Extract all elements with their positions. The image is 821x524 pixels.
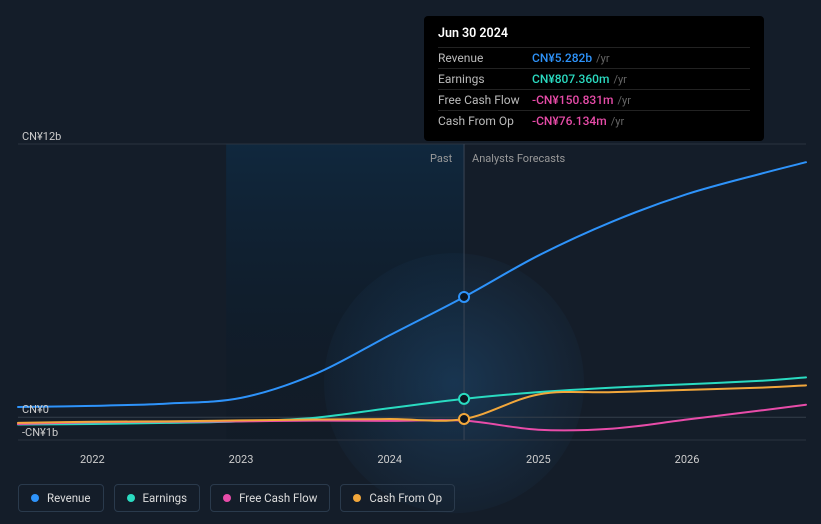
legend-swatch: [223, 494, 231, 502]
tooltip-row: Free Cash Flow-CN¥150.831m/yr: [438, 89, 750, 110]
tooltip-row-label: Free Cash Flow: [438, 93, 532, 107]
legend-swatch: [31, 494, 39, 502]
tooltip-row-unit: /yr: [618, 94, 631, 107]
forecast-region-label: Analysts Forecasts: [472, 152, 565, 165]
x-tick-label: 2024: [377, 453, 402, 466]
y-tick-label: CN¥0: [22, 403, 49, 416]
legend-label: Earnings: [143, 491, 188, 505]
forecast-chart: CN¥12b CN¥0 -CN¥1b 2022 2023 2024 2025 2026 Pa…: [0, 0, 821, 524]
legend-label: Cash From Op: [369, 491, 442, 505]
tooltip-row-unit: /yr: [611, 115, 624, 128]
y-tick-label: CN¥12b: [22, 130, 61, 143]
legend-swatch: [353, 494, 361, 502]
x-tick-label: 2023: [229, 453, 254, 466]
tooltip-row-label: Revenue: [438, 51, 532, 65]
x-tick-label: 2026: [675, 453, 700, 466]
tooltip-row: RevenueCN¥5.282b/yr: [438, 47, 750, 68]
tooltip-title: Jun 30 2024: [438, 26, 750, 41]
hover-tooltip: Jun 30 2024 RevenueCN¥5.282b/yrEarningsC…: [424, 16, 764, 141]
tooltip-row-value: -CN¥150.831m: [532, 93, 614, 107]
tooltip-row-label: Earnings: [438, 72, 532, 86]
y-tick-label: -CN¥1b: [22, 426, 58, 439]
tooltip-row-unit: /yr: [596, 52, 609, 65]
tooltip-row-label: Cash From Op: [438, 114, 532, 128]
tooltip-row-unit: /yr: [613, 73, 626, 86]
tooltip-row: EarningsCN¥807.360m/yr: [438, 68, 750, 89]
x-tick-label: 2022: [80, 453, 105, 466]
legend-label: Free Cash Flow: [239, 491, 317, 505]
legend-item-cfo[interactable]: Cash From Op: [340, 484, 455, 512]
legend-item-revenue[interactable]: Revenue: [18, 484, 104, 512]
legend-label: Revenue: [47, 491, 91, 505]
tooltip-row-value: CN¥807.360m: [532, 72, 609, 86]
legend-item-fcf[interactable]: Free Cash Flow: [210, 484, 330, 512]
past-region-label: Past: [430, 152, 452, 165]
tooltip-row-value: CN¥5.282b: [532, 51, 592, 65]
x-tick-label: 2025: [526, 453, 551, 466]
chart-legend: Revenue Earnings Free Cash Flow Cash From O…: [18, 484, 455, 512]
legend-swatch: [127, 494, 135, 502]
legend-item-earnings[interactable]: Earnings: [114, 484, 201, 512]
tooltip-row: Cash From Op-CN¥76.134m/yr: [438, 110, 750, 131]
tooltip-row-value: -CN¥76.134m: [532, 114, 607, 128]
